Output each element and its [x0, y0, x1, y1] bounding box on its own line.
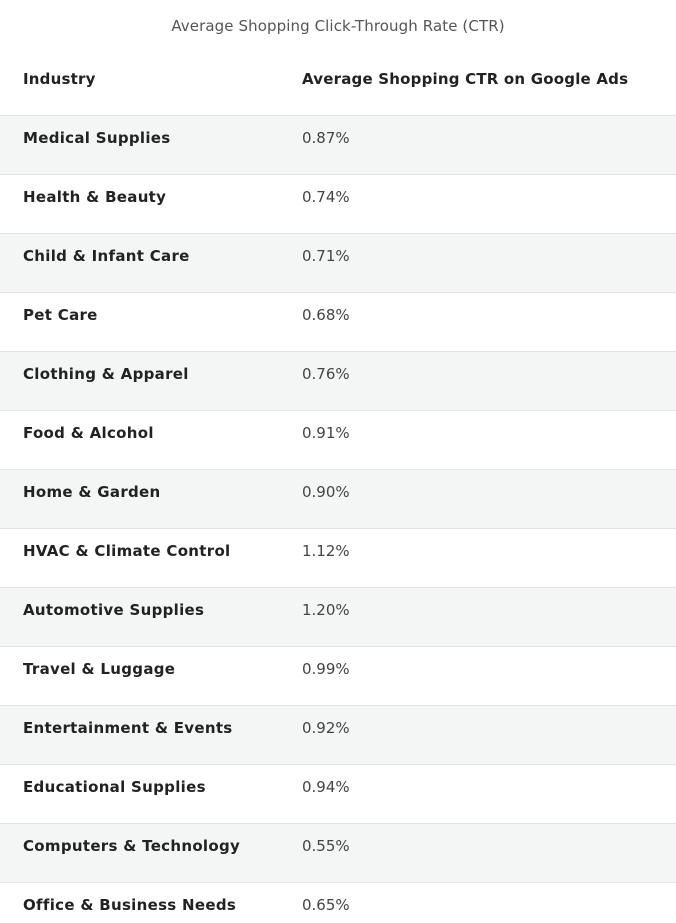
- table-row: Medical Supplies 0.87%: [0, 116, 676, 175]
- table-row: Computers & Technology 0.55%: [0, 824, 676, 883]
- industry-cell: Health & Beauty: [23, 188, 167, 206]
- ctr-cell: 0.76%: [302, 365, 350, 383]
- industry-cell: Travel & Luggage: [23, 660, 176, 678]
- industry-cell: Child & Infant Care: [23, 247, 190, 265]
- table-row: Pet Care 0.68%: [0, 293, 676, 352]
- industry-cell: Computers & Technology: [23, 837, 241, 855]
- header-industry: Industry: [23, 70, 96, 88]
- ctr-cell: 0.99%: [302, 660, 350, 678]
- ctr-cell: 0.65%: [302, 896, 350, 914]
- table-row: HVAC & Climate Control 1.12%: [0, 529, 676, 588]
- ctr-cell: 1.20%: [302, 601, 350, 619]
- industry-cell: Entertainment & Events: [23, 719, 233, 737]
- industry-cell: Educational Supplies: [23, 778, 206, 796]
- table-body: Medical Supplies 0.87% Health & Beauty 0…: [0, 116, 676, 923]
- ctr-cell: 0.74%: [302, 188, 350, 206]
- ctr-cell: 0.71%: [302, 247, 350, 265]
- table-row: Educational Supplies 0.94%: [0, 765, 676, 824]
- ctr-cell: 0.55%: [302, 837, 350, 855]
- ctr-cell: 0.68%: [302, 306, 350, 324]
- ctr-cell: 0.91%: [302, 424, 350, 442]
- ctr-cell: 0.92%: [302, 719, 350, 737]
- table-row: Home & Garden 0.90%: [0, 470, 676, 529]
- table-row: Entertainment & Events 0.92%: [0, 706, 676, 765]
- table-row: Travel & Luggage 0.99%: [0, 647, 676, 706]
- industry-cell: Home & Garden: [23, 483, 161, 501]
- table-row: Office & Business Needs 0.65%: [0, 883, 676, 923]
- table-row: Health & Beauty 0.74%: [0, 175, 676, 234]
- ctr-cell: 0.87%: [302, 129, 350, 147]
- table-row: Automotive Supplies 1.20%: [0, 588, 676, 647]
- table-row: Clothing & Apparel 0.76%: [0, 352, 676, 411]
- table-header-row: Industry Average Shopping CTR on Google …: [0, 52, 676, 116]
- ctr-cell: 1.12%: [302, 542, 350, 560]
- table-caption: Average Shopping Click-Through Rate (CTR…: [171, 17, 505, 35]
- industry-cell: Clothing & Apparel: [23, 365, 189, 383]
- industry-cell: Automotive Supplies: [23, 601, 205, 619]
- industry-cell: Food & Alcohol: [23, 424, 154, 442]
- ctr-cell: 0.94%: [302, 778, 350, 796]
- industry-cell: Medical Supplies: [23, 129, 171, 147]
- header-ctr: Average Shopping CTR on Google Ads: [302, 70, 629, 88]
- industry-cell: Pet Care: [23, 306, 98, 324]
- table-row: Child & Infant Care 0.71%: [0, 234, 676, 293]
- ctr-cell: 0.90%: [302, 483, 350, 501]
- table-row: Food & Alcohol 0.91%: [0, 411, 676, 470]
- industry-cell: HVAC & Climate Control: [23, 542, 231, 560]
- industry-cell: Office & Business Needs: [23, 896, 237, 914]
